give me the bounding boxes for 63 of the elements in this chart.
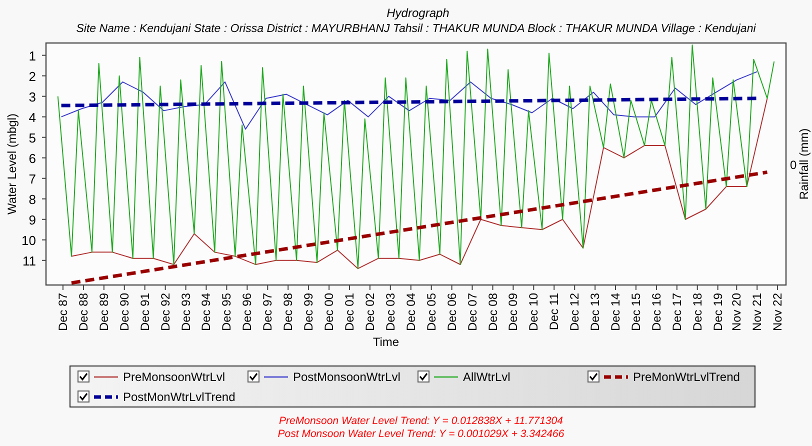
y-tick-label: 6: [28, 150, 36, 166]
x-axis-title: Time: [372, 335, 400, 349]
x-tick-label: Dec 07: [465, 292, 480, 332]
x-tick-label: Dec 03: [383, 292, 398, 332]
y-tick-label: 9: [28, 212, 36, 228]
text: PreMonsoon Water Level Trend: Y = 0.012838X + 11.771304: [279, 415, 564, 427]
x-tick-label: Dec 04: [404, 292, 418, 332]
x-tick-label: Dec 09: [506, 292, 520, 332]
x-tick-label: Dec 14: [608, 292, 623, 332]
x-tick-label: Dec 88: [76, 292, 90, 332]
y-tick-label: 8: [28, 192, 36, 207]
x-tick-label: Dec 94: [199, 292, 214, 332]
y-tick-label: 10: [22, 232, 36, 248]
x-tick-label: Dec 18: [690, 292, 704, 332]
x-tick-label: Dec 01: [342, 292, 356, 332]
x-tick-label: Dec 08: [486, 292, 500, 332]
x-tick-label: Dec 91: [138, 292, 152, 332]
y2-axis-title: Rainfall (mm): [797, 128, 811, 200]
x-tick-label: Dec 90: [117, 292, 132, 332]
x-tick-label: Dec 97: [260, 292, 275, 332]
x-tick-label: Dec 19: [710, 292, 725, 332]
legend-label: AllWtrLvl: [463, 370, 510, 384]
y-tick-label: 5: [28, 130, 36, 146]
line-series: [70, 98, 768, 270]
y-tick-label: 3: [28, 89, 36, 104]
legend-label: PreMonsoonWtrLvl: [123, 370, 226, 384]
y-tick-label: 4: [28, 110, 36, 125]
y-tick-label: 2: [28, 68, 36, 84]
x-tick-label: Dec 15: [628, 292, 643, 332]
x-tick-label: Dec 87: [56, 292, 70, 332]
x-tick-label: Dec 06: [444, 292, 459, 332]
line-series: [60, 71, 758, 130]
y-axis-title: Water Level (mbgl): [5, 114, 19, 214]
legend-label: PreMonWtrLvlTrend: [633, 370, 740, 384]
x-tick-label: Dec 93: [178, 292, 193, 332]
x-tick-label: Dec 89: [96, 292, 111, 332]
x-tick-label: Dec 16: [649, 292, 664, 332]
x-tick-label: Dec 95: [220, 292, 234, 332]
x-tick-label: Dec 99: [302, 292, 316, 332]
line-series: [57, 44, 775, 270]
y-tick-label: 11: [22, 253, 36, 268]
x-tick-label: Nov 22: [770, 292, 785, 332]
y-tick-label: 1: [28, 48, 36, 64]
x-tick-label: Nov 20: [730, 292, 744, 332]
x-tick-label: Dec 05: [424, 292, 438, 332]
x-tick-label: Dec 11: [547, 292, 562, 330]
x-tick-label: Dec 00: [322, 292, 336, 332]
x-tick-label: Dec 98: [281, 292, 296, 332]
chart-subtitle: Site Name : Kendujani State : Orissa District : MAYURBHANJ Tahsil : THAKUR MUNDA Block : THAKUR MUNDA Village : Kendujani: [76, 23, 756, 35]
x-tick-label: Dec 10: [526, 292, 541, 332]
x-tick-label: Dec 13: [588, 292, 602, 332]
text: 0: [790, 158, 797, 172]
x-tick-label: Dec 12: [568, 292, 582, 332]
legend-label: PostMonWtrLvlTrend: [123, 390, 236, 404]
x-tick-label: Dec 96: [240, 292, 254, 332]
y-tick-label: 7: [28, 171, 36, 186]
legend-label: PostMonsoonWtrLvl: [293, 370, 400, 384]
x-tick-label: Dec 02: [362, 292, 377, 332]
x-tick-label: Nov 21: [750, 292, 764, 332]
x-tick-label: Dec 17: [670, 292, 684, 332]
text: Post Monsoon Water Level Trend: Y = 0.001029X + 3.342466: [278, 428, 564, 440]
chart-title: Hydrograph: [386, 6, 450, 20]
x-tick-label: Dec 92: [158, 292, 172, 332]
